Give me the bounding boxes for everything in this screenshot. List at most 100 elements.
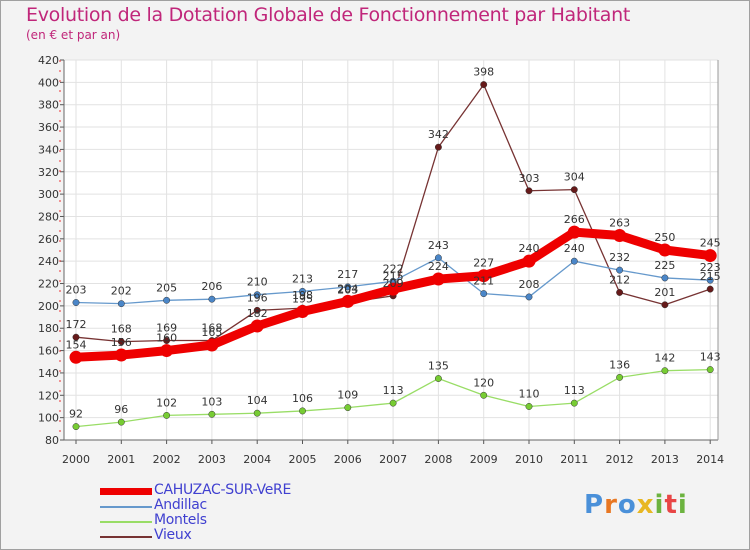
data-point [661, 274, 669, 282]
data-point [525, 187, 533, 195]
legend: CAHUZAC-SUR-VeRE Andillac Montels Vieux [100, 482, 360, 544]
data-point [72, 333, 80, 341]
data-point [434, 254, 442, 262]
x-tick-label: 2007 [379, 453, 407, 466]
legend-item-cahuzac: CAHUZAC-SUR-VeRE [100, 482, 360, 499]
y-tick-label: 360 [38, 121, 59, 134]
logo-letter: x [636, 490, 655, 520]
data-label: 240 [564, 242, 585, 255]
data-label: 213 [292, 272, 313, 285]
x-tick-label: 2002 [153, 453, 181, 466]
data-label: 342 [428, 128, 449, 141]
data-point [480, 391, 488, 399]
data-label: 240 [519, 242, 540, 255]
y-tick-label: 260 [38, 233, 59, 246]
data-label: 96 [114, 403, 128, 416]
data-point [616, 266, 624, 274]
data-point [616, 289, 624, 296]
legend-swatch [100, 488, 152, 495]
data-label: 195 [292, 292, 313, 305]
y-tick-label: 240 [38, 255, 59, 268]
data-point [661, 301, 669, 309]
x-tick-label: 2009 [470, 453, 498, 466]
y-tick-label: 400 [38, 76, 59, 89]
data-label: 203 [66, 284, 87, 297]
data-point [341, 294, 355, 308]
data-point [522, 254, 536, 268]
data-point [72, 299, 80, 306]
data-label: 223 [700, 261, 721, 274]
logo-letter: o [617, 490, 637, 520]
data-point [386, 282, 400, 296]
x-tick-label: 2000 [62, 453, 90, 466]
y-tick-label: 80 [45, 434, 59, 447]
data-point [299, 407, 306, 415]
data-point [117, 418, 125, 426]
legend-label: CAHUZAC-SUR-VeRE [154, 482, 292, 498]
data-label: 92 [69, 408, 83, 421]
y-tick-label: 280 [38, 210, 59, 223]
data-point [480, 81, 488, 89]
data-point [114, 348, 128, 362]
data-label: 109 [337, 389, 358, 402]
data-label: 263 [609, 216, 630, 229]
y-tick-label: 140 [38, 367, 59, 380]
data-label: 104 [247, 394, 268, 407]
x-tick-label: 2008 [424, 453, 452, 466]
x-tick-label: 2004 [243, 453, 271, 466]
legend-label: Montels [154, 512, 207, 528]
y-tick-label: 120 [38, 389, 59, 402]
data-point [431, 272, 445, 286]
y-tick-label: 420 [38, 54, 59, 67]
plot-area [64, 60, 718, 440]
logo-letter: t [664, 490, 678, 520]
data-label: 169 [156, 322, 177, 335]
data-point [389, 399, 397, 407]
x-tick-label: 2001 [107, 453, 135, 466]
data-label: 154 [66, 338, 87, 351]
data-point [613, 228, 627, 242]
data-point [205, 338, 219, 352]
data-point [706, 276, 714, 284]
logo-letter: i [654, 490, 665, 520]
y-tick-label: 300 [38, 188, 59, 201]
data-label: 204 [337, 282, 358, 295]
data-point [434, 375, 442, 382]
x-tick-label: 2006 [334, 453, 362, 466]
data-point [296, 304, 309, 318]
data-point [160, 344, 174, 358]
data-label: 202 [111, 285, 132, 298]
y-tick-label: 100 [38, 412, 59, 425]
chart-title: Evolution de la Dotation Globale de Fonc… [26, 4, 631, 26]
data-label: 156 [111, 336, 132, 349]
data-point [208, 410, 216, 418]
data-label: 217 [337, 268, 358, 281]
data-point [706, 366, 714, 374]
data-point [250, 319, 264, 333]
data-point [477, 269, 491, 283]
data-point [253, 291, 261, 299]
data-label: 245 [700, 237, 721, 250]
data-label: 142 [654, 352, 675, 365]
legend-label: Vieux [154, 527, 192, 543]
proxiti-logo: Proxiti [584, 490, 688, 520]
data-point [163, 296, 171, 304]
data-point [208, 295, 216, 303]
logo-letter: P [584, 490, 605, 520]
data-point [253, 306, 261, 314]
data-label: 201 [654, 286, 675, 299]
data-point [69, 350, 83, 364]
data-label: 182 [247, 307, 268, 320]
data-label: 168 [201, 322, 222, 335]
y-tick-label: 380 [38, 99, 59, 112]
data-label: 303 [519, 172, 540, 185]
chart-subtitle: (en € et par an) [26, 28, 121, 42]
data-point [525, 403, 533, 410]
data-label: 168 [111, 323, 132, 336]
data-point [344, 404, 352, 412]
x-tick-label: 2013 [651, 453, 679, 466]
data-label: 110 [519, 387, 540, 400]
data-label: 212 [609, 273, 630, 286]
data-point [72, 423, 80, 431]
data-label: 243 [428, 239, 449, 252]
